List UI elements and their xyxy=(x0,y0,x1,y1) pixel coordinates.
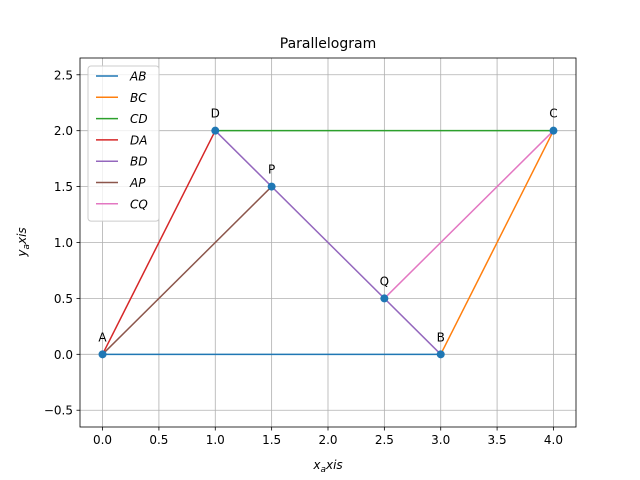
x-tick-label: 0.0 xyxy=(93,433,112,447)
y-tick-label: 0.0 xyxy=(54,348,73,362)
legend-label: AB xyxy=(129,70,146,84)
legend-label: CQ xyxy=(130,197,148,211)
point-marker-q xyxy=(380,294,389,303)
point-label-b: B xyxy=(437,330,445,344)
point-marker-a xyxy=(98,350,107,359)
y-axis-label-tail: xis xyxy=(15,227,29,245)
series-line-ap xyxy=(102,186,273,355)
series-line-bc xyxy=(440,130,555,355)
point-label-p: P xyxy=(268,163,275,177)
y-tick-label: −0.5 xyxy=(44,404,73,418)
series-line-da xyxy=(101,130,216,355)
series-layer xyxy=(101,129,555,356)
x-axis-label-tail: xis xyxy=(325,458,343,472)
legend-label: DA xyxy=(130,133,147,147)
x-tick-label: 2.5 xyxy=(375,433,394,447)
x-axis-label-main: x xyxy=(312,458,321,472)
x-tick-label: 3.5 xyxy=(488,433,507,447)
points-layer xyxy=(98,126,558,359)
x-axis-label-sub: a xyxy=(320,465,326,475)
x-tick-label: 1.0 xyxy=(206,433,225,447)
point-marker-c xyxy=(549,126,558,135)
x-tick-label: 2.0 xyxy=(318,433,337,447)
y-axis-label: yaxis xyxy=(15,227,32,257)
point-marker-d xyxy=(211,126,220,135)
y-tick-label: 2.0 xyxy=(54,124,73,138)
legend-label: AP xyxy=(129,176,146,190)
x-axis-label: xaxis xyxy=(312,458,342,475)
y-tick-label: 1.5 xyxy=(54,180,73,194)
legend-box xyxy=(87,65,160,222)
point-label-q: Q xyxy=(380,274,389,288)
series-line-bd xyxy=(214,130,442,355)
series-line-cq xyxy=(383,130,554,299)
point-marker-p xyxy=(267,182,276,191)
legend-label: BC xyxy=(130,91,147,105)
x-tick-label: 1.5 xyxy=(262,433,281,447)
x-tick-label: 0.5 xyxy=(149,433,168,447)
y-axis-label-main: y xyxy=(15,249,29,258)
point-label-a: A xyxy=(98,330,107,344)
y-tick-label: 1.0 xyxy=(54,236,73,250)
legend-label: CD xyxy=(130,112,148,126)
point-marker-b xyxy=(436,350,445,359)
y-tick-label: 0.5 xyxy=(54,292,73,306)
legend-label: BD xyxy=(130,155,147,169)
point-label-d: D xyxy=(211,107,220,121)
y-axis-label-sub: a xyxy=(22,244,32,250)
chart-title: Parallelogram xyxy=(280,36,376,52)
legend: AB BC CD DA BD AP CQ xyxy=(87,65,160,222)
point-label-c: C xyxy=(549,107,557,121)
y-tick-label: 2.5 xyxy=(54,68,73,82)
x-tick-label: 4.0 xyxy=(544,433,563,447)
x-tick-label: 3.0 xyxy=(431,433,450,447)
ticks-layer: 0.0 0.5 1.0 1.5 2.0 2.5 3.0 3.5 4.0 −0.5 0.0 0.5 1.0… xyxy=(44,68,563,447)
